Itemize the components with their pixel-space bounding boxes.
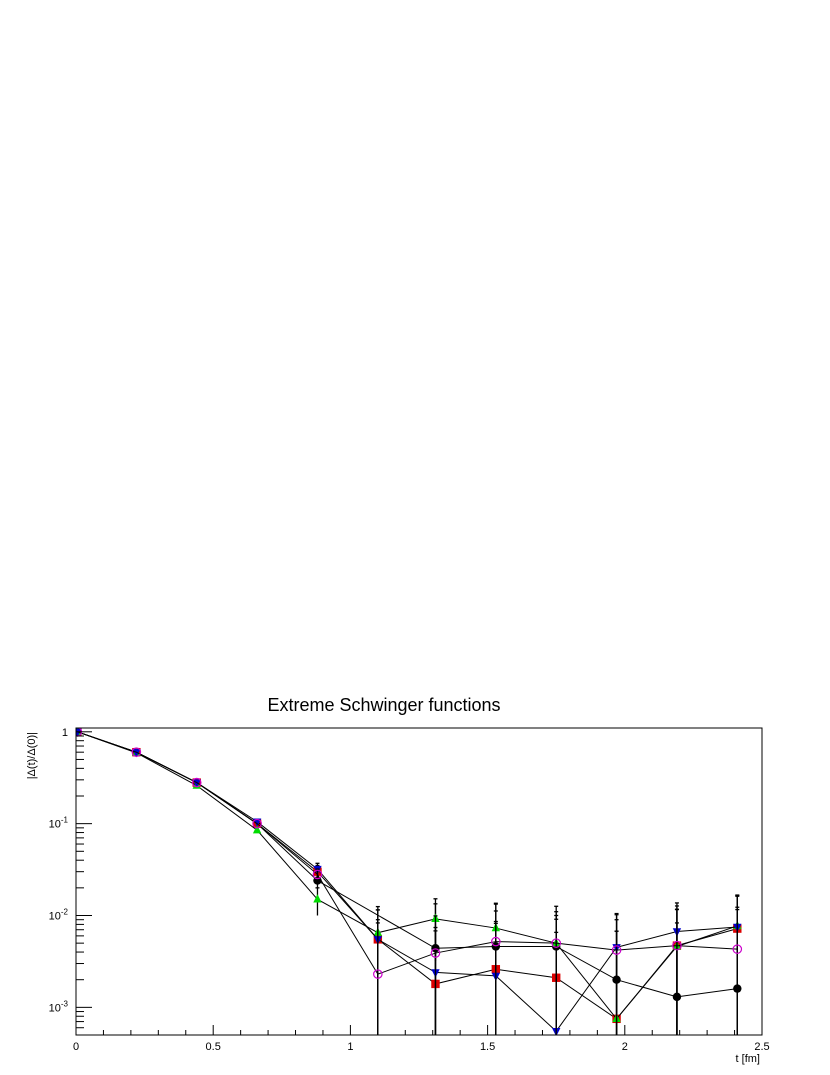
chart-title: Extreme Schwinger functions: [267, 695, 500, 715]
series-open-circle: [76, 728, 743, 1035]
y-tick-label: 1: [62, 727, 68, 739]
data-point: [252, 824, 262, 834]
series-square: [76, 728, 742, 1035]
x-tick-label: 0.5: [206, 1041, 221, 1053]
y-tick-label: 10-2: [49, 908, 69, 923]
x-tick-label: 1.5: [480, 1041, 495, 1053]
x-axis-label: t [fm]: [736, 1053, 760, 1065]
x-tick-label: 1: [347, 1041, 353, 1053]
x-tick-label: 2: [622, 1041, 628, 1053]
y-tick-label: 10-3: [49, 999, 69, 1014]
x-tick-label: 2.5: [754, 1041, 769, 1053]
y-tick-label: 10-1: [49, 816, 69, 831]
data-point: [430, 948, 441, 958]
x-axis: 0 0.5 1 1.5 2 2.5: [73, 1025, 770, 1053]
series-line: [77, 731, 738, 1020]
series-circle: [76, 728, 742, 1035]
y-axis-label: |Δ(t)/Δ(0)|: [26, 732, 38, 779]
series-line: [77, 731, 738, 975]
plot-frame: [75, 727, 763, 1036]
data-point: [551, 938, 561, 948]
data-point: [252, 818, 262, 829]
data-point: [491, 936, 501, 947]
data-point: [313, 894, 322, 903]
x-tick-label: 0: [73, 1041, 79, 1053]
series-triangle-down: [76, 728, 742, 1035]
data-point: [672, 940, 682, 951]
series-line: [77, 731, 738, 998]
data-point: [312, 869, 323, 880]
data-point: [131, 747, 142, 757]
data-point: [191, 777, 202, 788]
y-axis: 1 10-1 10-2 10-3: [49, 727, 92, 1036]
data-point: [732, 944, 743, 954]
data-point: [611, 945, 622, 955]
series-triangle-up: [76, 728, 742, 1035]
data-point: [373, 969, 383, 979]
data-point: [252, 818, 262, 827]
